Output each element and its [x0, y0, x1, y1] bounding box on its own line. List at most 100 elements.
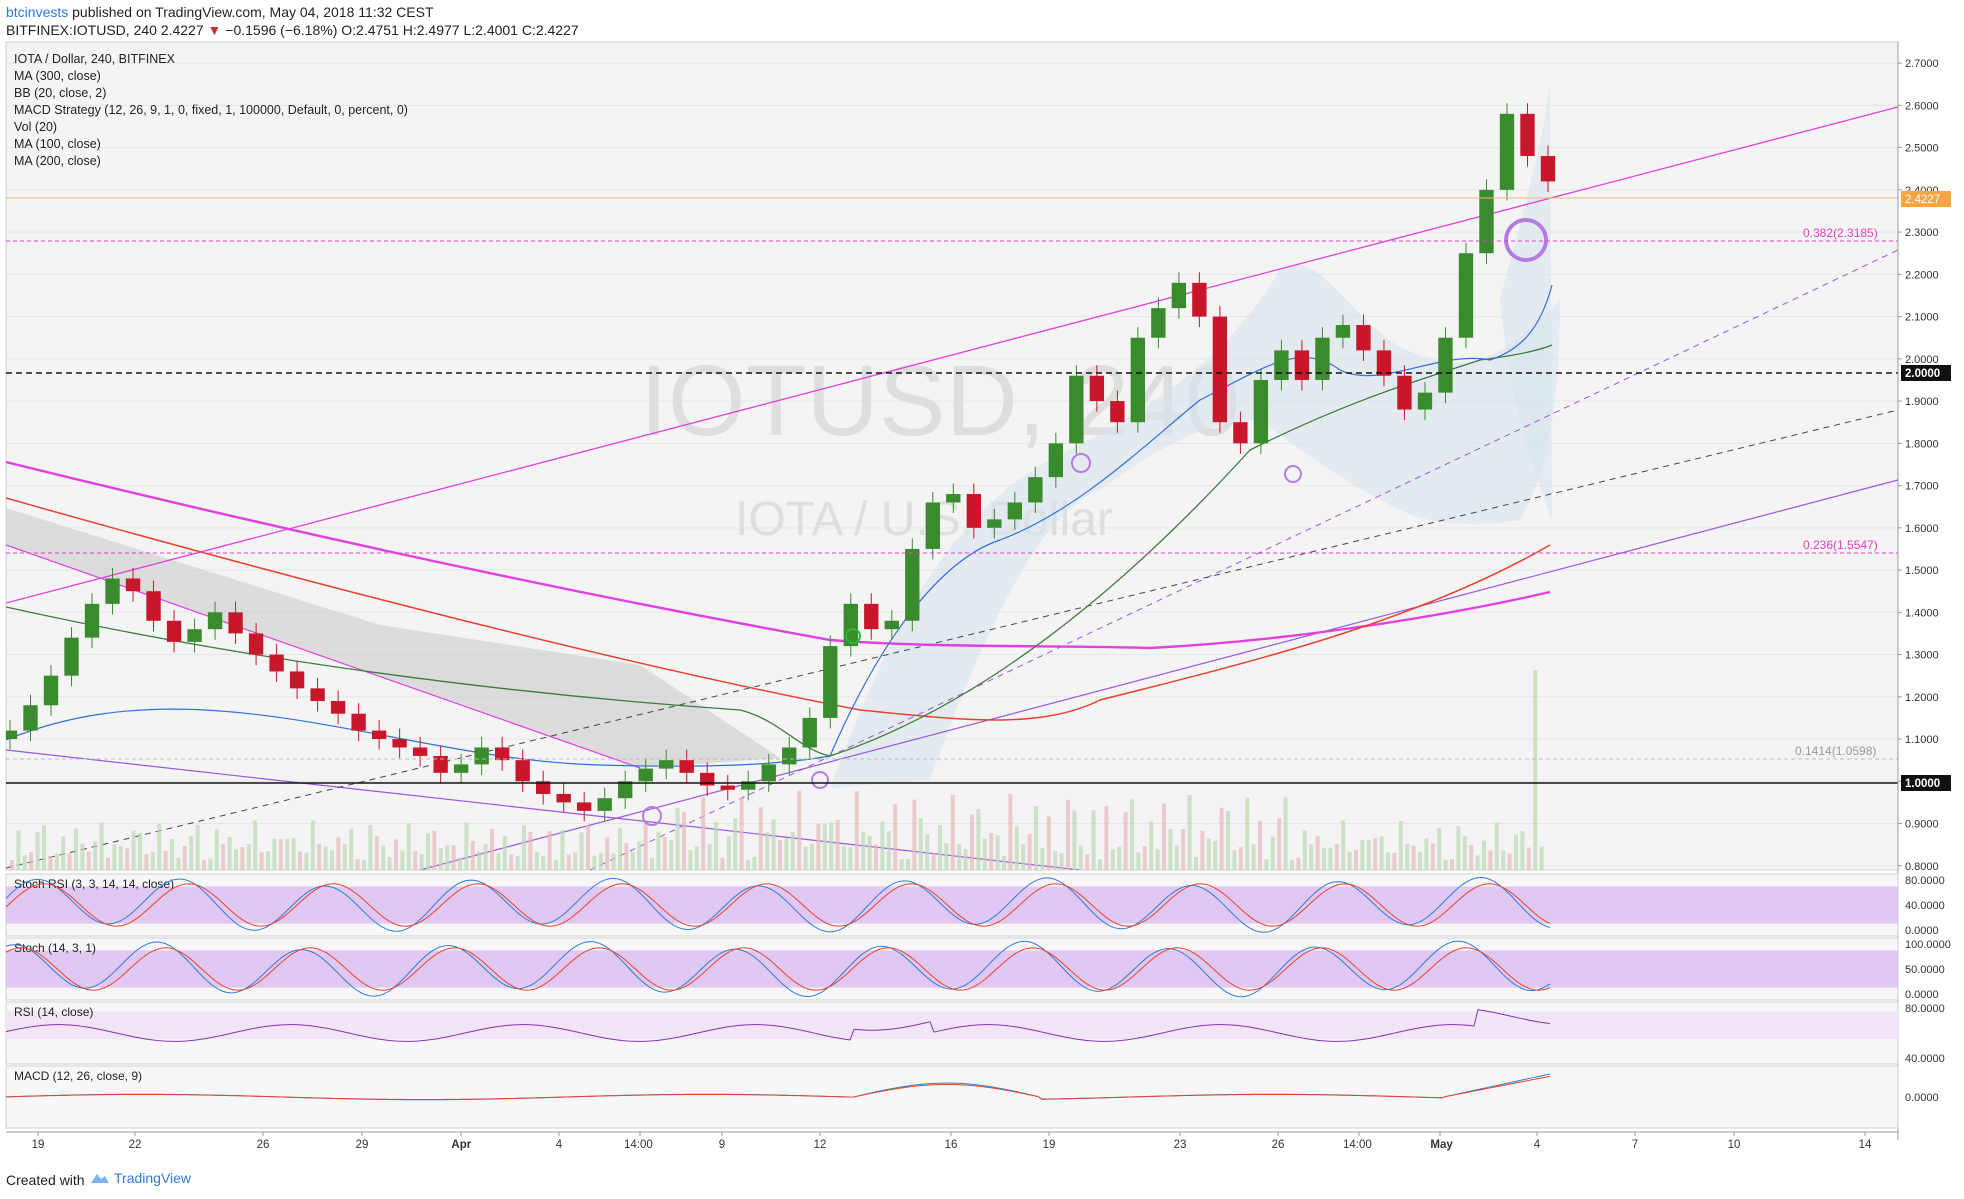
volume-bar [419, 853, 424, 870]
volume-bar [74, 828, 78, 870]
volume-bar [842, 845, 846, 870]
volume-bar [1206, 838, 1211, 870]
volume-bar [733, 818, 738, 870]
candle-body [884, 620, 899, 630]
publish-header: btcinvests published on TradingView.com,… [0, 0, 1964, 40]
volume-bar [1014, 826, 1019, 870]
candle-body [166, 620, 182, 642]
volume-bar [592, 855, 597, 870]
volume-bar [566, 854, 571, 870]
candle-body [351, 713, 366, 731]
candle-body [392, 739, 407, 748]
symbol-price: BITFINEX:IOTUSD, 240 2.4227 [6, 22, 208, 38]
volume-bar [426, 833, 430, 870]
candle-body [782, 747, 797, 765]
volume-bar [880, 821, 885, 870]
level-2-tag-label: 2.0000 [1905, 368, 1940, 380]
volume-bar [822, 824, 827, 870]
volume-bar [406, 823, 411, 870]
tradingview-logo[interactable]: TradingView [88, 1170, 191, 1186]
volume-bar [1475, 855, 1480, 870]
candle-body [1192, 282, 1207, 317]
volume-bar [291, 837, 296, 870]
volume-bar [938, 825, 942, 870]
volume-bar [957, 843, 962, 870]
time-tick-label: May [1430, 1139, 1453, 1151]
volume-bar [797, 790, 802, 870]
candle-body [1520, 113, 1535, 157]
indicator-line-signal [5, 947, 1551, 991]
legend-title[interactable]: IOTA / Dollar, 240, BITFINEX [14, 52, 176, 66]
candle-body [720, 785, 735, 790]
indicator-title[interactable]: MACD (12, 26, close, 9) [14, 1069, 142, 1083]
volume-bar [106, 857, 110, 870]
volume-bar [1296, 857, 1301, 870]
volume-bar [989, 832, 994, 870]
indicator-legend: IOTA / Dollar, 240, BITFINEX MA (300, cl… [14, 52, 408, 168]
volume-bar [1430, 843, 1435, 870]
indicator-band [6, 1011, 1898, 1040]
volume-bar [176, 857, 181, 870]
volume-bar [854, 791, 859, 870]
volume-bar [624, 842, 629, 870]
volume-bar [1046, 816, 1051, 870]
volume-bar [1187, 794, 1192, 870]
volume-bar [221, 844, 226, 870]
volume-bar [611, 853, 616, 870]
legend-ma200[interactable]: MA (200, close) [14, 154, 101, 168]
price-tick-label: 2.6000 [1905, 100, 1939, 112]
volume-bar [1072, 810, 1077, 870]
volume-bar [714, 822, 718, 870]
author-link[interactable]: btcinvests [6, 4, 69, 20]
ma300-line [6, 460, 1551, 650]
time-tick-label: 10 [1728, 1139, 1741, 1151]
indicator-title[interactable]: Stoch RSI (3, 3, 14, 14, close) [14, 877, 174, 891]
volume-bar [752, 856, 757, 870]
price-tick-label: 0.9000 [1905, 819, 1939, 831]
volume-bar [330, 850, 334, 870]
legend-bb[interactable]: BB (20, close, 2) [14, 86, 106, 100]
volume-bar [1021, 844, 1026, 870]
volume-bar [1142, 846, 1147, 870]
volume-bar [35, 832, 40, 870]
legend-macd-strategy[interactable]: MACD Strategy (12, 26, 9, 1, 0, fixed, 1… [14, 103, 408, 117]
volume-bar [1322, 847, 1326, 870]
indicator-title[interactable]: RSI (14, close) [14, 1005, 93, 1019]
time-axis[interactable]: 19 22 26 29 Apr 4 14:00 9 12 16 19 23 26 14:00 May 4 7 10… [6, 1131, 1898, 1151]
volume-bar [1450, 859, 1454, 870]
candle-body [966, 494, 981, 528]
volume-bar [726, 836, 731, 870]
volume-bar [317, 843, 322, 870]
level-1-tag-label: 1.0000 [1905, 778, 1940, 790]
volume-bar [400, 850, 405, 870]
candle-body [1253, 379, 1269, 444]
volume-bar [54, 853, 59, 870]
volume-bar [16, 830, 21, 870]
volume-bar [1520, 831, 1525, 870]
legend-ma300[interactable]: MA (300, close) [14, 69, 101, 83]
volume-bar [42, 825, 46, 870]
dashed-trendline-black [6, 409, 1898, 869]
volume-bar [995, 835, 1000, 870]
volume-bar [310, 820, 315, 870]
volume-bar [1059, 853, 1064, 870]
price-tick-label: 2.7000 [1905, 58, 1939, 70]
candle-body [659, 760, 674, 769]
volume-bar [1232, 850, 1237, 870]
candle-body [577, 802, 592, 811]
candle-body [187, 629, 202, 642]
legend-ma100[interactable]: MA (100, close) [14, 137, 101, 151]
volume-bar [1008, 793, 1013, 870]
volume-bar [1162, 803, 1166, 870]
volume-bar [234, 849, 238, 870]
fib-382-label: 0.382(2.3185) [1803, 226, 1878, 240]
legend-volume[interactable]: Vol (20) [14, 120, 57, 134]
chart-canvas[interactable]: IOTUSD, 240 IOTA / U.S. Dollar [0, 40, 1964, 1160]
indicator-axis-label: 0.0000 [1905, 925, 1939, 937]
price-axis[interactable]: 2.70002.60002.50002.40002.30002.20002.10… [1897, 42, 1939, 1140]
volume-bar [886, 831, 891, 870]
volume-bar [816, 823, 821, 870]
candle-body [864, 603, 879, 630]
candle-body [1315, 337, 1330, 380]
volume-series [10, 670, 1544, 870]
